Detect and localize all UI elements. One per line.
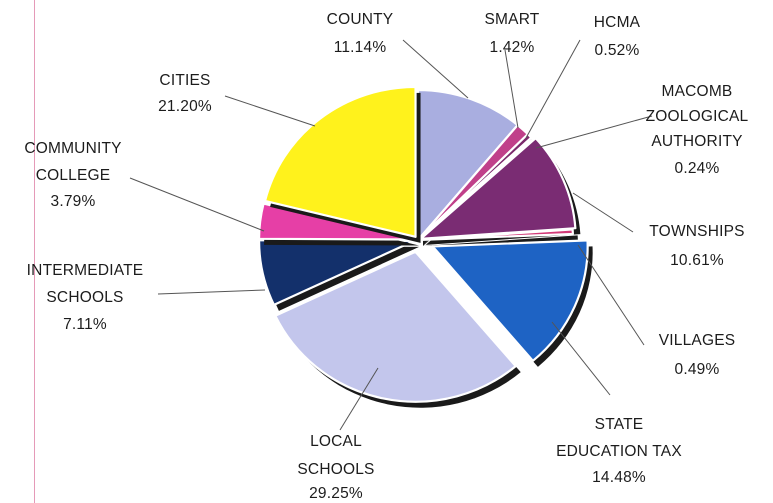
label-hcma-value: 0.52% — [595, 42, 640, 59]
pie-slices — [259, 87, 593, 408]
label-local-schools-line-1: LOCAL — [310, 433, 362, 450]
label-macomb-zoological-authority-line-2: ZOOLOGICAL — [646, 108, 749, 125]
label-county-value: 11.14% — [334, 39, 387, 56]
label-community-college-line-1: COMMUNITY — [24, 140, 121, 157]
label-cities-line-1: CITIES — [159, 72, 210, 89]
label-state-education-tax-value: 14.48% — [592, 469, 646, 486]
label-state-education-tax-line-1: STATE — [595, 416, 644, 433]
label-intermediate-schools-line-2: SCHOOLS — [46, 289, 123, 306]
label-villages-value: 0.49% — [675, 361, 720, 378]
leader-line-intermediate-schools — [158, 290, 265, 294]
label-community-college-line-2: COLLEGE — [36, 167, 111, 184]
leader-line-townships — [573, 193, 633, 232]
label-macomb-zoological-authority-value: 0.24% — [675, 160, 720, 177]
label-townships-line-1: TOWNSHIPS — [649, 223, 744, 240]
label-local-schools-line-2: SCHOOLS — [297, 461, 374, 478]
label-smart-line-1: SMART — [485, 11, 540, 28]
label-state-education-tax-line-2: EDUCATION TAX — [556, 443, 682, 460]
label-hcma-line-1: HCMA — [594, 14, 641, 31]
label-villages-line-1: VILLAGES — [659, 332, 736, 349]
leader-line-state-education-tax — [552, 322, 610, 395]
label-macomb-zoological-authority-line-1: MACOMB — [662, 83, 733, 100]
label-community-college-value: 3.79% — [51, 193, 96, 210]
leader-line-cities — [225, 96, 315, 126]
leader-line-community-college — [130, 178, 264, 231]
label-local-schools-value: 29.25% — [309, 485, 363, 502]
leader-line-villages — [578, 245, 644, 345]
label-townships-value: 10.61% — [670, 252, 724, 269]
label-cities-value: 21.20% — [158, 98, 212, 115]
label-smart-value: 1.42% — [490, 39, 535, 56]
leader-line-macomb-zoological-authority — [536, 116, 652, 148]
label-intermediate-schools-value: 7.11% — [63, 316, 107, 333]
label-intermediate-schools-line-1: INTERMEDIATE — [27, 262, 144, 279]
label-county-line-1: COUNTY — [327, 11, 394, 28]
label-macomb-zoological-authority-line-3: AUTHORITY — [651, 133, 742, 150]
